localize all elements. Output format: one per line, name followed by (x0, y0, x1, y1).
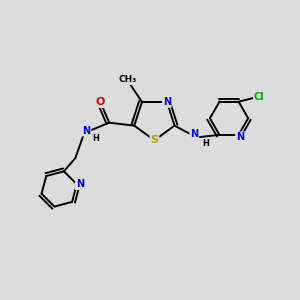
Text: S: S (150, 135, 158, 145)
Text: N: N (82, 126, 91, 136)
Text: N: N (163, 97, 171, 107)
Text: CH₃: CH₃ (118, 75, 136, 84)
Text: N: N (76, 179, 84, 189)
Text: H: H (202, 140, 209, 148)
Text: N: N (236, 132, 244, 142)
Text: Cl: Cl (254, 92, 265, 102)
Text: H: H (92, 134, 99, 143)
Text: O: O (96, 97, 105, 107)
Text: N: N (190, 130, 198, 140)
